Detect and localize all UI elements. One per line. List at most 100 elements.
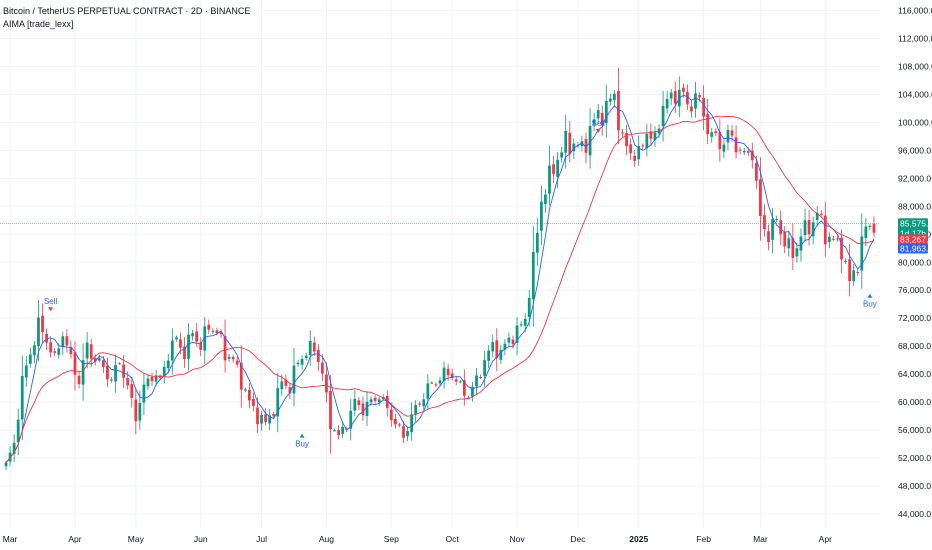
candle[interactable] (162, 360, 166, 384)
candle[interactable] (617, 67, 620, 145)
candle[interactable] (840, 229, 843, 274)
indicator-label[interactable]: AIMA [trade_lexx] (3, 19, 74, 29)
candle[interactable] (823, 201, 827, 258)
candle[interactable] (548, 146, 551, 206)
candle[interactable] (503, 338, 507, 356)
candle[interactable] (738, 146, 742, 155)
candle[interactable] (16, 408, 20, 456)
candle[interactable] (304, 352, 308, 361)
candle[interactable] (613, 89, 616, 108)
candle[interactable] (106, 357, 109, 388)
candle[interactable] (560, 147, 564, 163)
candle[interactable] (832, 235, 835, 241)
candle[interactable] (296, 359, 300, 367)
candle[interactable] (702, 85, 706, 131)
candle[interactable] (337, 425, 340, 440)
candle[interactable] (600, 105, 604, 136)
candle[interactable] (300, 355, 304, 370)
candle[interactable] (353, 390, 357, 417)
symbol-title[interactable]: Bitcoin / TetherUS PERPETUAL CONTRACT · … (3, 6, 251, 16)
candle[interactable] (629, 138, 633, 161)
candle[interactable] (110, 377, 113, 383)
candle[interactable] (458, 380, 462, 384)
candle[interactable] (677, 76, 681, 118)
candle[interactable] (394, 413, 397, 429)
candle[interactable] (868, 224, 872, 231)
candle[interactable] (775, 215, 779, 223)
candle[interactable] (101, 355, 105, 374)
candle[interactable] (33, 341, 36, 364)
candle[interactable] (450, 368, 454, 381)
candle[interactable] (544, 188, 547, 213)
candle[interactable] (771, 208, 774, 254)
candle[interactable] (243, 387, 247, 393)
candle[interactable] (268, 408, 272, 431)
candle[interactable] (475, 368, 478, 396)
candle[interactable] (690, 100, 693, 118)
candle[interactable] (556, 152, 559, 188)
candle[interactable] (389, 402, 393, 427)
time-axis[interactable] (0, 528, 932, 550)
candle[interactable] (73, 341, 77, 391)
candle[interactable] (235, 356, 239, 368)
candle[interactable] (89, 338, 93, 368)
candle[interactable] (20, 355, 24, 440)
candle[interactable] (694, 82, 697, 118)
candle[interactable] (377, 395, 381, 407)
candle[interactable] (661, 90, 665, 142)
candle[interactable] (495, 328, 499, 372)
candle[interactable] (341, 421, 345, 439)
candle[interactable] (430, 381, 434, 385)
candle[interactable] (284, 374, 288, 390)
candle[interactable] (641, 143, 645, 150)
candle[interactable] (414, 400, 418, 422)
candle[interactable] (767, 224, 770, 251)
candle[interactable] (276, 373, 280, 433)
candle[interactable] (754, 155, 758, 189)
candle[interactable] (669, 88, 673, 106)
candle[interactable] (787, 230, 791, 257)
candle[interactable] (860, 213, 864, 289)
candle[interactable] (438, 376, 442, 387)
candle[interactable] (406, 426, 409, 442)
candle[interactable] (483, 350, 486, 387)
candle[interactable] (726, 124, 730, 151)
candle[interactable] (645, 123, 649, 157)
candle[interactable] (791, 223, 795, 270)
candle[interactable] (633, 149, 637, 167)
candle[interactable] (308, 330, 312, 366)
candle[interactable] (706, 98, 710, 144)
candle[interactable] (223, 319, 227, 373)
candle[interactable] (227, 353, 231, 362)
candle[interactable] (864, 218, 868, 246)
candle[interactable] (807, 209, 811, 246)
candle[interactable] (154, 369, 158, 387)
candle[interactable] (61, 331, 65, 356)
candle[interactable] (568, 120, 572, 163)
candle[interactable] (81, 343, 85, 401)
candle[interactable] (815, 206, 819, 227)
candle[interactable] (422, 393, 426, 411)
candle[interactable] (535, 218, 539, 266)
candle[interactable] (183, 337, 186, 368)
candle[interactable] (811, 216, 815, 245)
candle[interactable] (231, 354, 235, 363)
candle[interactable] (118, 362, 121, 365)
candle[interactable] (134, 388, 138, 435)
candle[interactable] (146, 374, 150, 390)
candle[interactable] (65, 329, 69, 353)
candle[interactable] (170, 328, 174, 375)
candle[interactable] (848, 244, 852, 297)
candle[interactable] (174, 335, 178, 342)
candle[interactable] (519, 321, 523, 328)
candle[interactable] (471, 382, 474, 402)
candle[interactable] (742, 147, 746, 156)
candle[interactable] (312, 336, 316, 356)
candle[interactable] (150, 372, 154, 386)
candle[interactable] (333, 428, 336, 432)
candle[interactable] (142, 373, 146, 416)
candle[interactable] (41, 303, 44, 343)
candle[interactable] (434, 381, 438, 388)
candle[interactable] (207, 319, 211, 334)
